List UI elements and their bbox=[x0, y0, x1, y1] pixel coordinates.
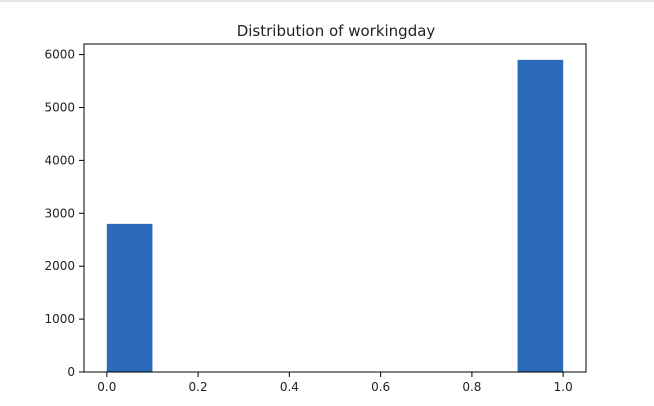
y-tick-label: 3000 bbox=[44, 206, 75, 220]
y-tick-label: 6000 bbox=[44, 48, 75, 62]
y-tick-label: 0 bbox=[67, 365, 75, 379]
histogram-bar-0 bbox=[106, 223, 153, 372]
x-axis-ticks: 0.0 0.2 0.4 0.6 0.8 1.0 bbox=[97, 372, 573, 394]
x-tick-label: 1.0 bbox=[554, 380, 573, 394]
top-divider bbox=[0, 0, 654, 2]
chart-title: Distribution of workingday bbox=[237, 22, 436, 40]
x-tick-label: 0.8 bbox=[462, 380, 481, 394]
y-axis-ticks: 0 1000 2000 3000 4000 5000 6000 bbox=[44, 48, 84, 379]
bars-group bbox=[106, 59, 564, 372]
plot-frame bbox=[83, 43, 587, 373]
y-tick-label: 5000 bbox=[44, 100, 75, 114]
x-tick-label: 0.4 bbox=[280, 380, 299, 394]
y-tick-label: 2000 bbox=[44, 259, 75, 273]
y-tick-label: 1000 bbox=[44, 312, 75, 326]
y-tick-label: 4000 bbox=[44, 153, 75, 167]
x-tick-label: 0.2 bbox=[189, 380, 208, 394]
x-tick-label: 0.6 bbox=[371, 380, 390, 394]
histogram-bar-1 bbox=[517, 59, 564, 372]
x-tick-label: 0.0 bbox=[97, 380, 116, 394]
